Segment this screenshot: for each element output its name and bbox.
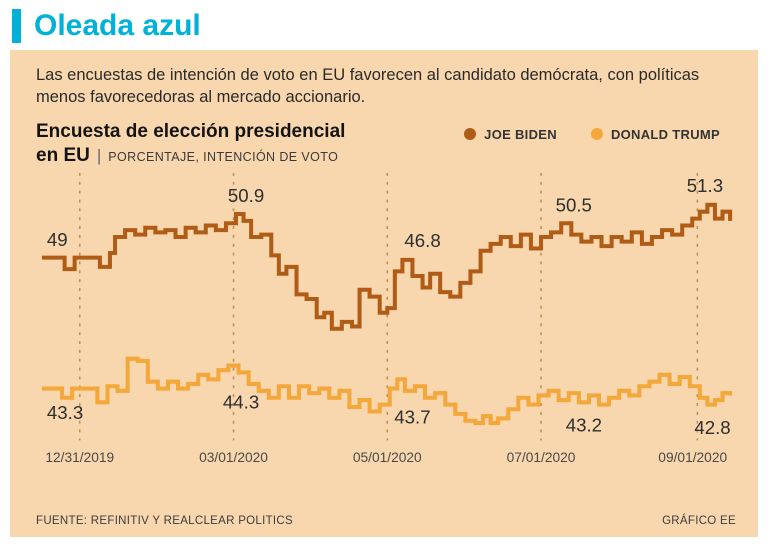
- biden-dot-icon: [464, 128, 477, 141]
- x-tick-label: 03/01/2020: [199, 450, 268, 465]
- masthead: Oleada azul: [0, 0, 768, 50]
- annotation-label: 46.8: [404, 230, 440, 251]
- legend-label-biden: JOE BIDEN: [484, 126, 557, 142]
- biden-line: [41, 203, 733, 332]
- description-text: Las encuestas de intención de voto en EU…: [36, 66, 700, 107]
- x-tick-label: 09/01/2020: [658, 450, 727, 465]
- graphic-credit: GRÁFICO EE: [662, 515, 736, 527]
- chart-title-line2: en EU | PORCENTAJE, INTENCIÓN DE VOTO: [36, 145, 345, 167]
- accent-bar: [12, 9, 21, 43]
- annotation-label: 42.8: [694, 417, 730, 438]
- footer: FUENTE: REFINITIV Y REALCLEAR POLITICS G…: [36, 509, 736, 527]
- poll-line-chart: 49 50.9 46.8 50.5 51.3 43.3 44.3 43.7 43.2 42.8 12…: [41, 173, 733, 465]
- chart-header: Encuesta de elección presidencial en EU …: [36, 121, 736, 168]
- chart-legend: JOE BIDEN DONALD TRUMP: [464, 127, 736, 142]
- trump-dot-icon: [590, 128, 603, 141]
- annotation-label: 50.9: [228, 186, 264, 207]
- annotation-label: 49: [47, 229, 68, 250]
- x-tick-label: 07/01/2020: [507, 450, 576, 465]
- title-divider: |: [96, 145, 102, 165]
- infographic-panel: Las encuestas de intención de voto en EU…: [10, 50, 758, 537]
- x-tick-label: 05/01/2020: [353, 450, 422, 465]
- annotation-label: 50.5: [556, 195, 592, 216]
- annotation-label: 43.3: [47, 402, 83, 423]
- chart-title: Encuesta de elección presidencial: [36, 120, 346, 142]
- trump-line: [41, 357, 733, 426]
- legend-item-trump: DONALD TRUMP: [590, 126, 720, 142]
- source-credit: FUENTE: REFINITIV Y REALCLEAR POLITICS: [36, 515, 294, 527]
- chart-subtitle: PORCENTAJE, INTENCIÓN DE VOTO: [108, 149, 339, 164]
- legend-label-trump: DONALD TRUMP: [610, 126, 720, 142]
- chart-title-block: Encuesta de elección presidencial en EU …: [36, 121, 345, 168]
- annotation-label: 43.2: [566, 415, 602, 436]
- page-title: Oleada azul: [34, 9, 201, 42]
- legend-item-biden: JOE BIDEN: [464, 127, 557, 142]
- chart-title-suffix: en EU: [36, 144, 90, 166]
- x-tick-label: 12/31/2019: [45, 450, 114, 465]
- annotation-label: 51.3: [687, 175, 723, 196]
- annotation-label: 44.3: [223, 392, 259, 413]
- annotation-label: 43.7: [394, 407, 430, 428]
- chart-area: 49 50.9 46.8 50.5 51.3 43.3 44.3 43.7 43.2 42.8 12…: [36, 171, 736, 476]
